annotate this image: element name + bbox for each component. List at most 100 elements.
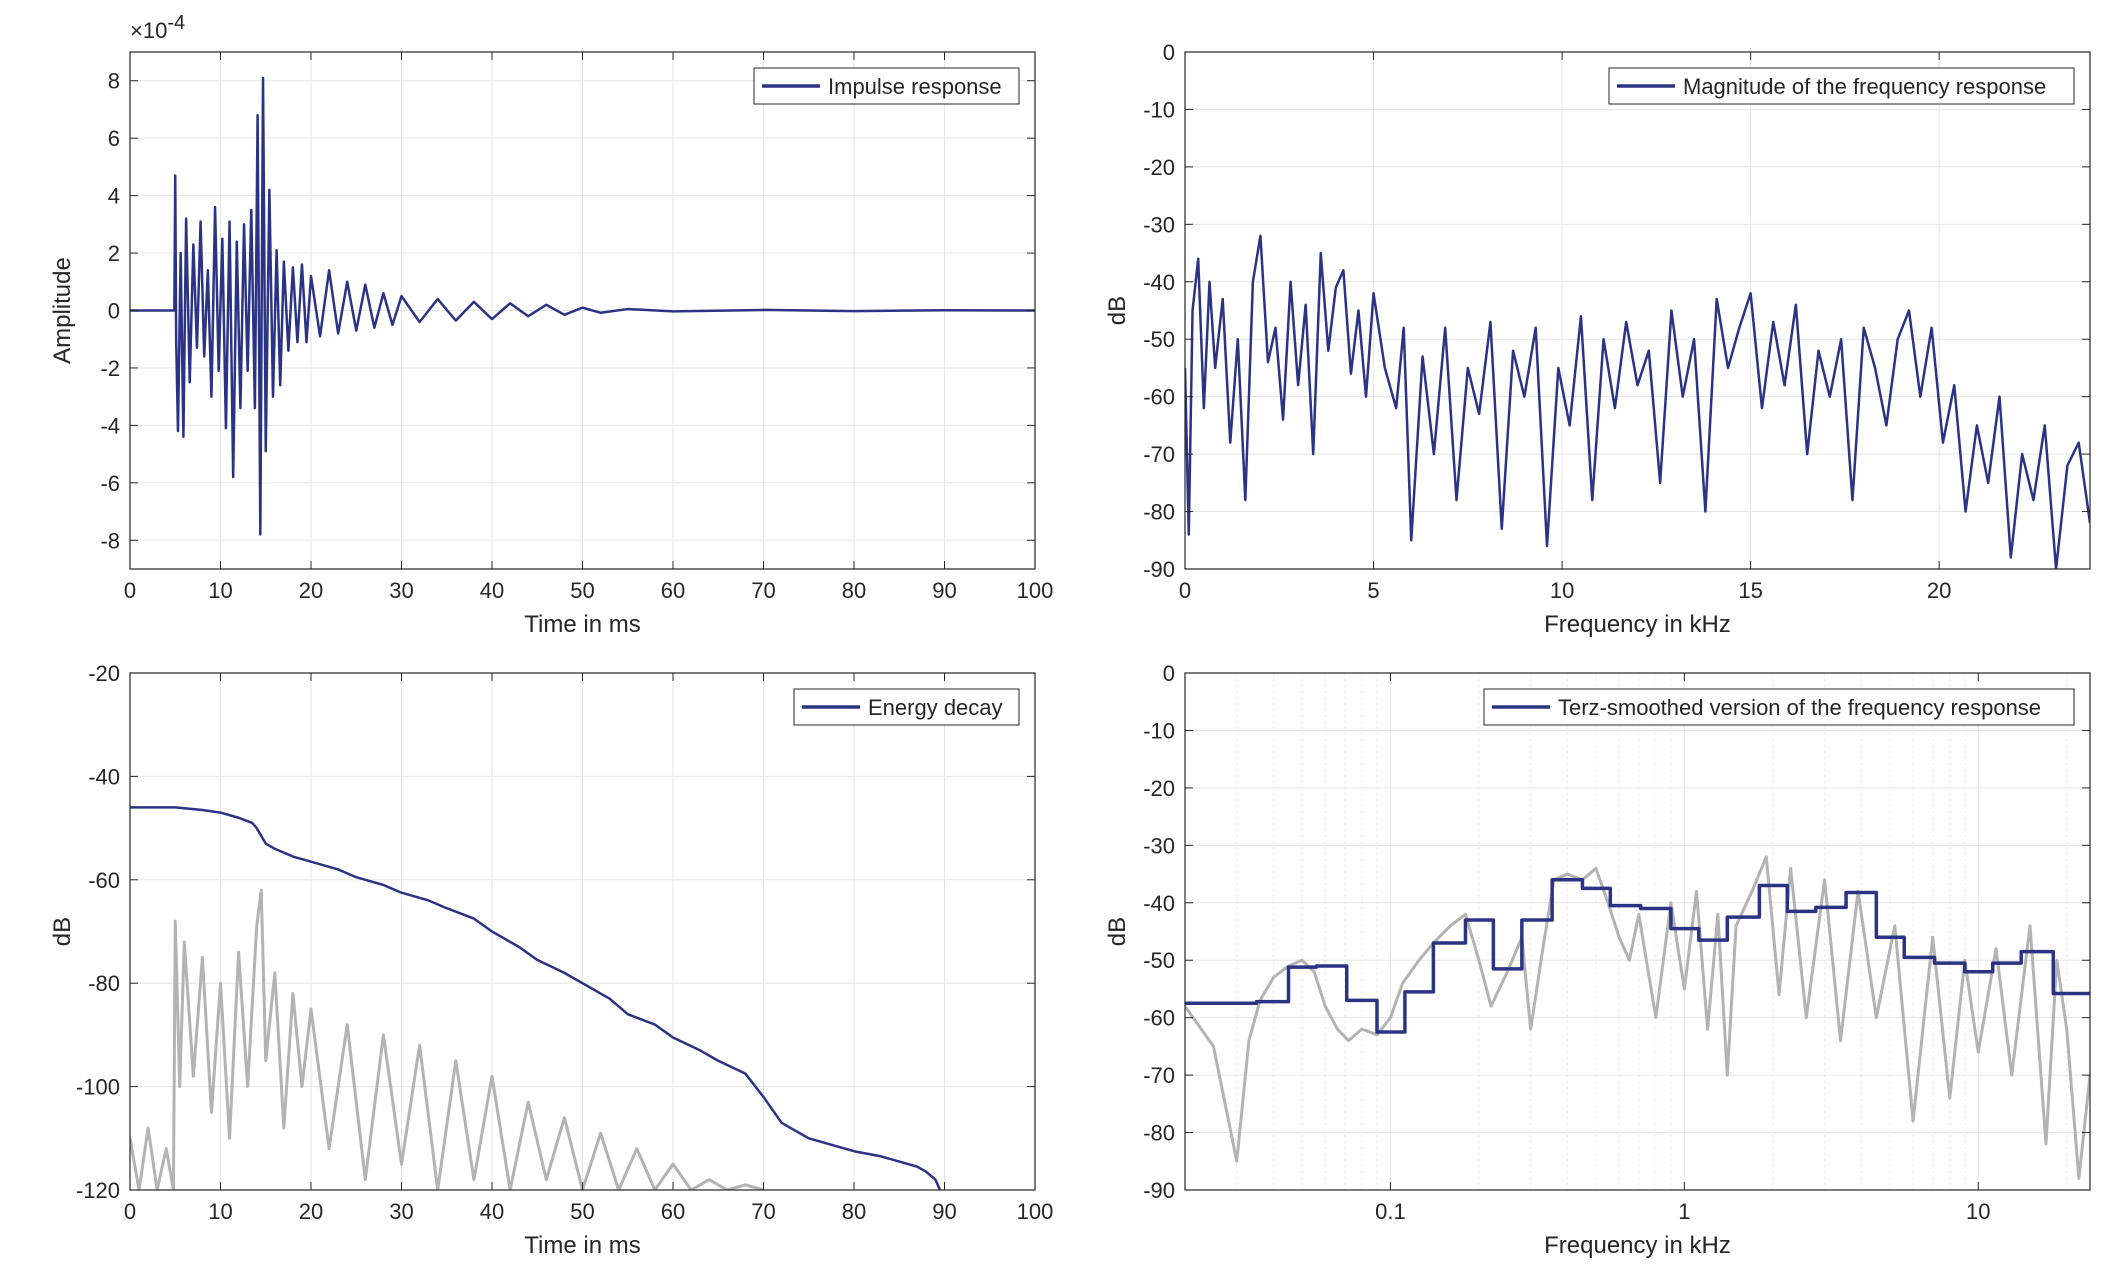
x-tick-label: 20: [299, 1199, 323, 1224]
axes-box: [1184, 672, 2091, 1191]
x-tick-label: 30: [389, 578, 413, 603]
x-tick-label: 90: [932, 578, 956, 603]
x-axis-label: Frequency in kHz: [1544, 1232, 1731, 1259]
x-tick-label: 80: [842, 578, 866, 603]
y-tick-label: -20: [1143, 155, 1175, 180]
y-tick-label: 0: [1163, 40, 1175, 65]
y-tick-label: -50: [1143, 327, 1175, 352]
ticks: 0.1 1 10 0 -10 -20 -30 -40 -50 -60 -70 -80 -90: [1143, 661, 2090, 1224]
y-tick-label: -120: [76, 1178, 120, 1203]
y-tick-label: -10: [1143, 97, 1175, 122]
x-axis-label: Frequency in kHz: [1544, 611, 1731, 638]
y-axis-label: dB: [1104, 296, 1131, 325]
legend-label: Impulse response: [828, 74, 1002, 99]
y-tick-label: -50: [1143, 948, 1175, 973]
x-tick-label: 60: [661, 1199, 685, 1224]
y-tick-label: -80: [1143, 1121, 1175, 1146]
x-tick-label: 70: [751, 578, 775, 603]
y-tick-label: 6: [108, 126, 120, 151]
x-tick-label: 0: [1179, 578, 1191, 603]
y-tick-label: 0: [1163, 661, 1175, 686]
frequency-response-panel: 0 5 10 15 20 0 -10 -20 -30 -40 -50 -60 -70 -80 -90 Freq…: [1104, 40, 2091, 638]
legend-box: [1483, 688, 2075, 726]
ticks: 0 10 20 30 40 50 60 70 80 90 100 -20 -40 -60 -80 -100 -1…: [76, 661, 1053, 1224]
y-tick-label: 0: [108, 299, 120, 324]
exponent-power: -4: [167, 12, 185, 34]
y-tick-label: -30: [1143, 833, 1175, 858]
x-tick-label: 10: [208, 1199, 232, 1224]
series-line: [130, 806, 942, 1190]
x-tick-label: 50: [570, 578, 594, 603]
legend: Magnitude of the frequency response: [1608, 67, 2075, 105]
y-tick-label: -60: [88, 868, 120, 893]
y-tick-label: -4: [100, 413, 120, 438]
legend: Terz-smoothed version of the frequency r…: [1483, 688, 2075, 726]
x-tick-label: 50: [570, 1199, 594, 1224]
ticks: 0 5 10 15 20 0 -10 -20 -30 -40 -50 -60 -70 -80 -90: [1143, 40, 2090, 603]
x-tick-label: 40: [480, 1199, 504, 1224]
y-tick-label: -40: [88, 764, 120, 789]
x-tick-label: 30: [389, 1199, 413, 1224]
y-axis-label: dB: [1104, 917, 1131, 946]
legend-label: Energy decay: [868, 695, 1003, 720]
x-tick-label: 100: [1017, 1199, 1054, 1224]
y-tick-label: -80: [1143, 500, 1175, 525]
y-tick-label: 8: [108, 69, 120, 94]
y-tick-label: -30: [1143, 212, 1175, 237]
y-tick-label: 2: [108, 241, 120, 266]
x-tick-label: 0: [124, 1199, 136, 1224]
y-tick-label: -40: [1143, 270, 1175, 295]
x-tick-label: 40: [480, 578, 504, 603]
y-axis-label: Amplitude: [49, 257, 76, 364]
x-tick-label: 1: [1678, 1199, 1690, 1224]
x-axis-label: Time in ms: [524, 611, 640, 638]
y-axis-label: dB: [49, 917, 76, 946]
x-tick-label: 15: [1738, 578, 1762, 603]
x-tick-label: 10: [1550, 578, 1574, 603]
y-tick-label: -70: [1143, 442, 1175, 467]
series-line: [130, 76, 1035, 536]
series-line: [1185, 878, 2090, 1034]
legend: Energy decay: [793, 688, 1020, 726]
x-tick-label: 5: [1367, 578, 1379, 603]
y-tick-label: -2: [100, 356, 120, 381]
x-tick-label: 20: [299, 578, 323, 603]
y-tick-label: -100: [76, 1075, 120, 1100]
x-tick-label: 60: [661, 578, 685, 603]
y-tick-label: -20: [1143, 776, 1175, 801]
exponent-label: ×10-4: [130, 12, 185, 43]
y-tick-label: -90: [1143, 1178, 1175, 1203]
axes-box: [1184, 51, 2091, 570]
plot-area: [1185, 52, 2090, 569]
y-tick-label: -10: [1143, 718, 1175, 743]
x-tick-label: 70: [751, 1199, 775, 1224]
series-line: [1185, 234, 2090, 569]
x-tick-label: 10: [208, 578, 232, 603]
y-tick-label: -70: [1143, 1063, 1175, 1088]
y-tick-label: -90: [1143, 557, 1175, 582]
x-tick-label: 90: [932, 1199, 956, 1224]
legend-box: [1608, 67, 2075, 105]
y-tick-label: -60: [1143, 1006, 1175, 1031]
energy-decay-panel: 0 10 20 30 40 50 60 70 80 90 100 -20 -40 -60 -80 -100 -1…: [49, 661, 1053, 1259]
legend: Impulse response: [753, 67, 1020, 105]
y-tick-label: -40: [1143, 891, 1175, 916]
x-tick-label: 0: [124, 578, 136, 603]
legend-label: Magnitude of the frequency response: [1683, 74, 2046, 99]
series-line-gray: [1185, 855, 2090, 1181]
y-tick-label: -60: [1143, 385, 1175, 410]
ticks: 0 10 20 30 40 50 60 70 80 90 100 -8 -6 -4 -2 0 2 4 6 8: [100, 52, 1053, 603]
y-tick-label: 4: [108, 184, 120, 209]
x-tick-label: 0.1: [1375, 1199, 1406, 1224]
x-tick-label: 20: [1927, 578, 1951, 603]
y-tick-label: -20: [88, 661, 120, 686]
impulse-response-panel: 0 10 20 30 40 50 60 70 80 90 100 -8 -6 -4 -2 0 2 4 6 8 ×10-4…: [49, 12, 1053, 638]
x-tick-label: 100: [1017, 578, 1054, 603]
grid: [1184, 51, 2090, 570]
y-tick-label: -80: [88, 971, 120, 996]
y-tick-label: -8: [100, 528, 120, 553]
plot-area: [1185, 673, 2090, 1190]
terz-smoothed-panel: 0.1 1 10 0 -10 -20 -30 -40 -50 -60 -70 -80 -90 Freque…: [1104, 661, 2091, 1259]
y-tick-label: -6: [100, 471, 120, 496]
